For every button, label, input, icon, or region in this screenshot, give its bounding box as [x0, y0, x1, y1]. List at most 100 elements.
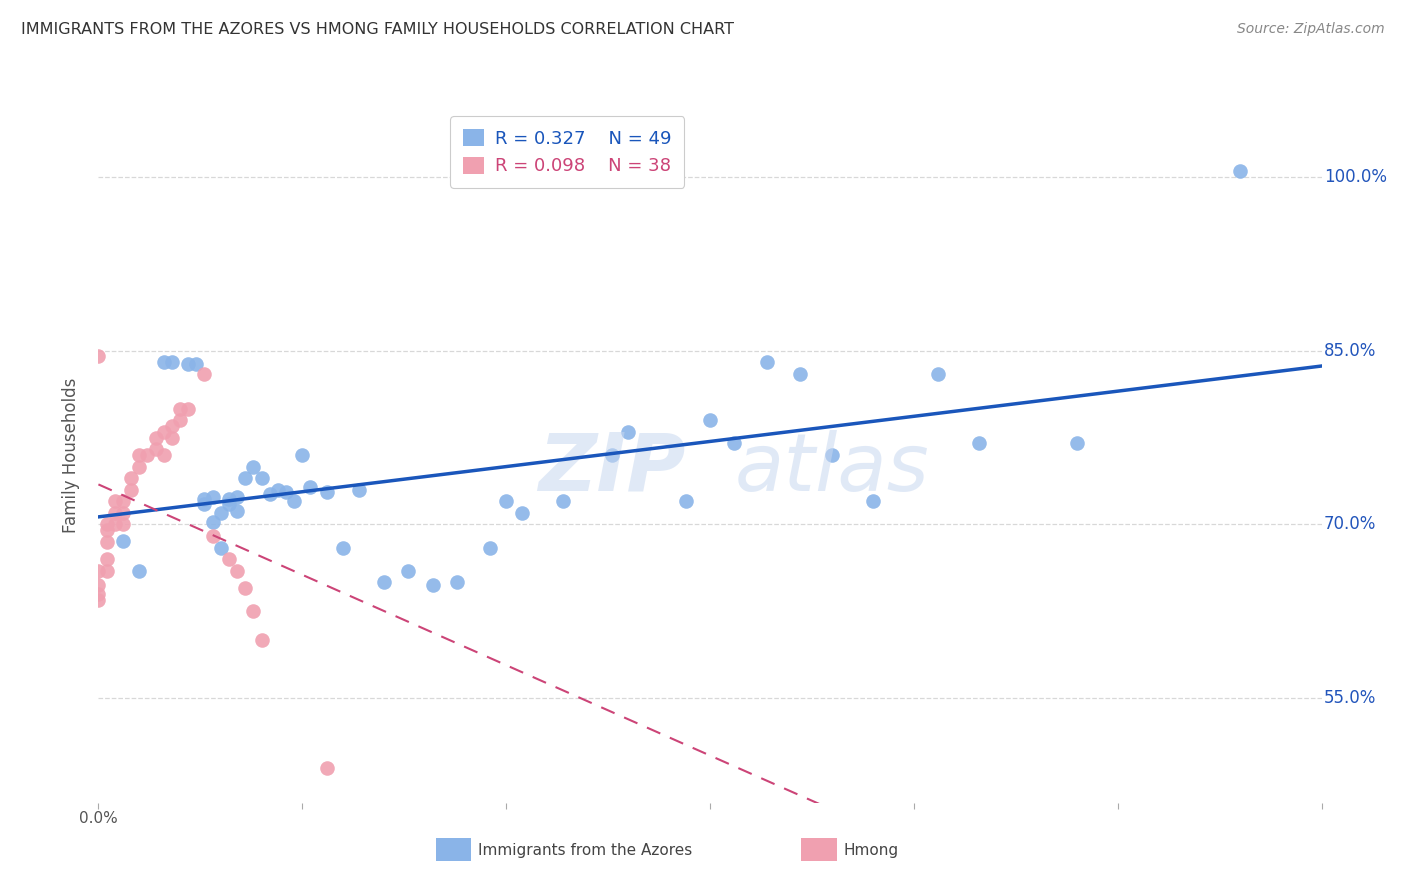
Point	[226, 490, 249, 504]
Point	[193, 491, 215, 506]
Point	[87, 350, 110, 364]
Point	[87, 587, 110, 601]
Point	[233, 582, 256, 596]
Point	[1066, 436, 1088, 450]
Point	[315, 761, 337, 775]
Point	[145, 442, 167, 457]
Point	[111, 506, 134, 520]
Text: 70.0%: 70.0%	[1324, 516, 1376, 533]
Point	[291, 448, 314, 462]
Point	[478, 541, 501, 555]
Point	[193, 497, 215, 511]
Point	[128, 564, 150, 578]
Text: 0.0%: 0.0%	[79, 811, 118, 826]
Point	[201, 490, 224, 504]
Y-axis label: Family Households: Family Households	[62, 377, 80, 533]
Point	[299, 480, 322, 494]
Point	[152, 448, 174, 462]
Point	[111, 494, 134, 508]
Point	[218, 552, 240, 566]
Point	[512, 506, 534, 520]
Text: 100.0%: 100.0%	[1324, 168, 1388, 186]
Point	[177, 358, 200, 372]
Point	[96, 552, 118, 566]
Point	[160, 419, 183, 434]
Point	[723, 436, 745, 450]
Point	[96, 523, 118, 537]
Point	[233, 471, 256, 485]
Point	[422, 578, 444, 592]
Point	[226, 503, 249, 517]
Point	[193, 367, 215, 381]
Point	[553, 494, 575, 508]
Point	[446, 575, 468, 590]
Point	[927, 367, 949, 381]
Point	[169, 401, 191, 416]
Point	[152, 355, 174, 369]
Point	[87, 592, 110, 607]
Point	[96, 517, 118, 532]
Point	[104, 494, 127, 508]
Point	[160, 355, 183, 369]
Legend: R = 0.327    N = 49, R = 0.098    N = 38: R = 0.327 N = 49, R = 0.098 N = 38	[450, 116, 685, 188]
Point	[128, 459, 150, 474]
Point	[104, 506, 127, 520]
Point	[315, 485, 337, 500]
Point	[967, 436, 990, 450]
Point	[332, 541, 354, 555]
Text: Source: ZipAtlas.com: Source: ZipAtlas.com	[1237, 22, 1385, 37]
Point	[209, 541, 232, 555]
Point	[201, 529, 224, 543]
Point	[675, 494, 697, 508]
Point	[152, 425, 174, 439]
Point	[226, 564, 249, 578]
Point	[128, 448, 150, 462]
Point	[699, 413, 721, 427]
Point	[218, 491, 240, 506]
Point	[821, 448, 844, 462]
Point	[160, 431, 183, 445]
Point	[600, 448, 623, 462]
Point	[267, 483, 290, 497]
Point	[242, 459, 264, 474]
Point	[789, 367, 811, 381]
Point	[218, 497, 240, 511]
Point	[169, 413, 191, 427]
Point	[186, 358, 208, 372]
Point	[111, 517, 134, 532]
Point	[209, 506, 232, 520]
Text: 55.0%: 55.0%	[1324, 690, 1376, 707]
Point	[177, 401, 200, 416]
Text: 85.0%: 85.0%	[1324, 342, 1376, 359]
Point	[274, 485, 297, 500]
Text: IMMIGRANTS FROM THE AZORES VS HMONG FAMILY HOUSEHOLDS CORRELATION CHART: IMMIGRANTS FROM THE AZORES VS HMONG FAMI…	[21, 22, 734, 37]
Point	[250, 471, 273, 485]
Point	[259, 487, 281, 501]
Point	[617, 425, 640, 439]
Point	[250, 633, 273, 648]
Text: Immigrants from the Azores: Immigrants from the Azores	[478, 843, 692, 857]
Point	[145, 431, 167, 445]
Point	[87, 578, 110, 592]
Point	[201, 515, 224, 529]
Point	[862, 494, 884, 508]
Point	[349, 483, 371, 497]
Point	[283, 494, 305, 508]
Point	[1229, 164, 1251, 178]
Point	[373, 575, 395, 590]
Text: ZIP: ZIP	[538, 430, 686, 508]
Point	[96, 534, 118, 549]
Point	[396, 564, 419, 578]
Point	[104, 517, 127, 532]
Point	[120, 471, 142, 485]
Point	[242, 605, 264, 619]
Point	[111, 533, 134, 548]
Point	[136, 448, 159, 462]
Point	[120, 483, 142, 497]
Text: Hmong: Hmong	[844, 843, 898, 857]
Point	[87, 564, 110, 578]
Point	[96, 564, 118, 578]
Text: atlas: atlas	[734, 430, 929, 508]
Point	[756, 355, 779, 369]
Point	[495, 494, 517, 508]
